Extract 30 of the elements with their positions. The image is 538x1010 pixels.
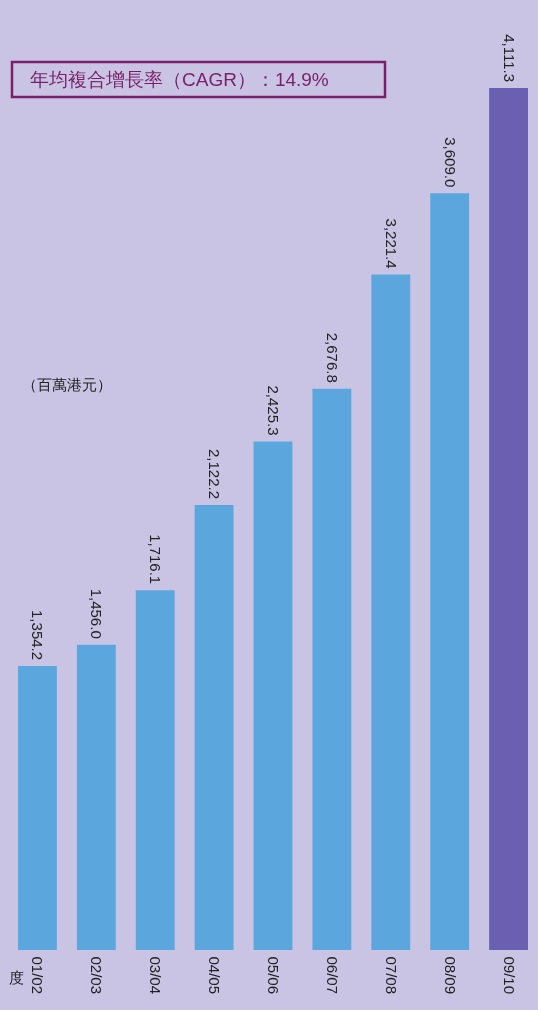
x-tick-label: 06/07 — [323, 956, 341, 995]
bar — [76, 644, 116, 950]
bar — [312, 388, 352, 950]
x-axis-title: 度 — [8, 968, 24, 986]
x-tick-label: 03/04 — [147, 956, 165, 995]
bar — [253, 441, 293, 950]
data-label: 1,456.0 — [88, 588, 106, 639]
bar — [18, 666, 57, 950]
data-label: 2,425.3 — [265, 385, 282, 436]
bar — [430, 193, 470, 950]
bar — [194, 505, 234, 950]
data-label: 2,122.2 — [206, 449, 224, 500]
x-tick-label: 01/02 — [29, 956, 47, 995]
bar — [371, 274, 411, 950]
x-tick-label: 02/03 — [88, 956, 106, 995]
x-tick-label: 09/10 — [500, 956, 518, 995]
x-tick-label: 05/06 — [265, 956, 282, 995]
x-tick-label: 07/08 — [382, 956, 400, 995]
annotation: 年均複合增長率（CAGR）：14.9% — [30, 69, 329, 90]
data-label: 3,221.4 — [382, 218, 400, 269]
bar — [135, 590, 175, 950]
y-axis-title: （百萬港元） — [21, 375, 112, 393]
bar — [489, 88, 528, 950]
data-label: 1,716.1 — [147, 534, 165, 585]
data-label: 3,609.0 — [441, 137, 459, 188]
x-tick-label: 04/05 — [206, 956, 224, 995]
data-label: 2,676.8 — [323, 332, 341, 383]
data-label: 4,111.3 — [500, 34, 518, 82]
x-tick-label: 08/09 — [441, 956, 459, 995]
data-label: 1,354.2 — [29, 610, 47, 661]
